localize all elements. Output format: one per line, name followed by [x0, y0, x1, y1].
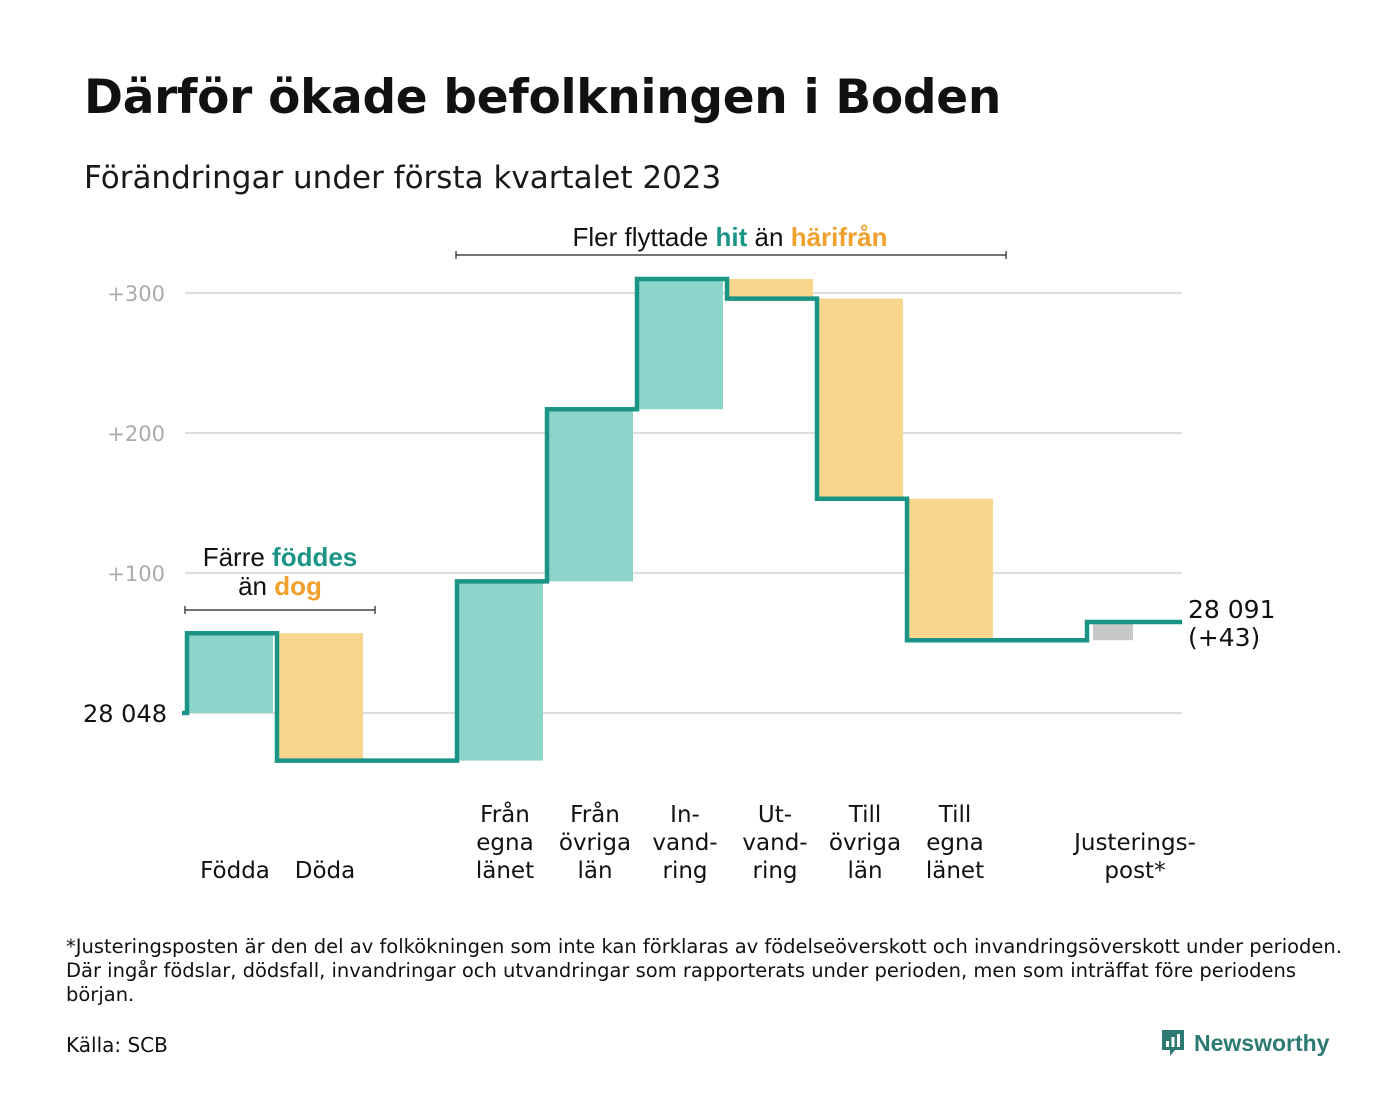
- x-tick-label: övriga: [559, 830, 631, 856]
- x-tick-label: län: [847, 858, 882, 884]
- x-tick-label: ring: [752, 858, 797, 884]
- x-tick-label: länet: [476, 858, 534, 884]
- end-change-label: (+43): [1188, 623, 1260, 652]
- waterfall-bar: [187, 633, 273, 713]
- waterfall-chart: +100+200+300 Födda DödaFrånegnalänetFrånö…: [83, 222, 1275, 884]
- x-tick-label: ring: [662, 858, 707, 884]
- y-tick-label: +300: [107, 282, 165, 306]
- chart-title: Därför ökade befolkningen i Boden: [84, 70, 1001, 125]
- footnote: *Justeringsposten är den del av folkökni…: [66, 935, 1342, 1006]
- brand-logo: Newsworthy: [1160, 1028, 1329, 1058]
- source-label: Källa: SCB: [66, 1033, 168, 1057]
- x-tick-label: In-: [670, 802, 700, 828]
- x-tick-label: län: [577, 858, 612, 884]
- x-tick-label: övriga: [829, 830, 901, 856]
- waterfall-bar: [727, 279, 813, 299]
- waterfall-bar: [637, 279, 723, 410]
- x-tick-label: länet: [926, 858, 984, 884]
- x-tick-label: post*: [1104, 858, 1165, 884]
- chart-subtitle: Förändringar under första kvartalet 2023: [84, 160, 722, 196]
- waterfall-bar: [547, 409, 633, 582]
- x-tick-label: vand-: [652, 830, 717, 856]
- migration-annotation: Fler flyttade hit än härifrån: [572, 222, 887, 252]
- brand-name: Newsworthy: [1194, 1029, 1330, 1056]
- newsworthy-logo-icon: [1162, 1030, 1184, 1056]
- waterfall-bar: [907, 498, 993, 641]
- start-value-label: 28 048: [83, 700, 167, 728]
- births-annotation-line2: än dog: [238, 571, 322, 601]
- cumulative-line: [182, 276, 1182, 763]
- waterfall-bar: [457, 581, 543, 761]
- x-tick-label: Justerings-: [1072, 830, 1196, 856]
- x-tick-label: Till: [938, 802, 972, 828]
- x-tick-label: egna: [926, 830, 983, 856]
- births-annotation-line1: Färre föddes: [203, 542, 358, 572]
- x-tick-label: Till: [848, 802, 882, 828]
- waterfall-bar: [277, 633, 363, 761]
- x-tick-label: Födda: [200, 858, 270, 884]
- migration-bracket: [455, 251, 1007, 259]
- x-tick-label: Från: [480, 800, 530, 828]
- x-tick-label: vand-: [742, 830, 807, 856]
- y-tick-label: +200: [107, 422, 165, 446]
- x-tick-label: Döda: [295, 858, 355, 884]
- waterfall-bar: [817, 298, 903, 499]
- births-bracket: [184, 606, 376, 614]
- end-value-label: 28 091: [1188, 595, 1275, 624]
- x-tick-label: Från: [570, 800, 620, 828]
- waterfall-bar: [1093, 622, 1133, 641]
- x-tick-label: egna: [476, 830, 533, 856]
- x-tick-label: Ut-: [758, 802, 792, 828]
- y-tick-label: +100: [107, 562, 165, 586]
